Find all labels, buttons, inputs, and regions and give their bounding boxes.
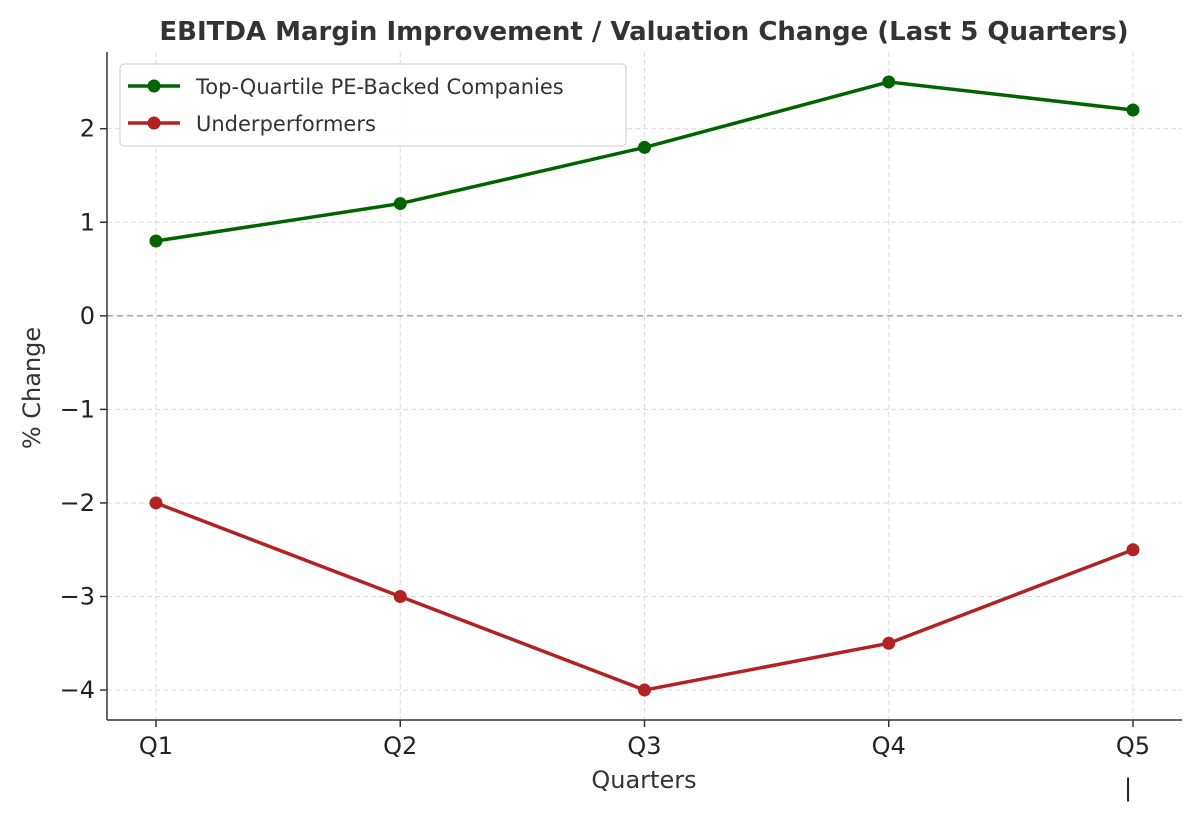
footer-mark: | (1124, 774, 1132, 802)
legend-box (119, 63, 627, 147)
x-tick-label: Q5 (1116, 732, 1150, 760)
x-tick-label: Q1 (139, 732, 173, 760)
data-point (149, 234, 163, 248)
x-axis-ticks: Q1 Q2 Q3 Q4 Q5 (139, 720, 1150, 760)
y-axis-label: % Change (18, 327, 46, 449)
y-tick-label: −1 (60, 395, 95, 423)
data-point (393, 197, 407, 211)
data-point (638, 140, 651, 154)
legend: Top-Quartile PE-Backed Companies Underper… (119, 63, 627, 147)
legend-entry: Top-Quartile PE-Backed Companies (128, 75, 564, 99)
data-point (882, 636, 896, 650)
x-tick-label: Q2 (383, 732, 417, 760)
legend-marker (147, 79, 161, 93)
y-tick-label: −3 (60, 583, 95, 611)
data-point (149, 496, 163, 510)
series-lines (149, 75, 1140, 697)
legend-entry: Underperformers (128, 112, 376, 136)
legend-entries: Top-Quartile PE-Backed Companies Underper… (128, 75, 564, 136)
legend-marker (147, 116, 161, 130)
x-axis-label: Quarters (591, 766, 696, 794)
data-point (1126, 103, 1140, 117)
y-axis-ticks: 2 1 0 −1 −2 −3 −4 (60, 115, 107, 704)
data-point (1126, 543, 1140, 557)
data-point (882, 75, 896, 89)
y-tick-label: −2 (60, 489, 95, 517)
x-tick-label: Q3 (627, 732, 661, 760)
chart-title: EBITDA Margin Improvement / Valuation Ch… (159, 17, 1128, 47)
y-tick-label: 2 (80, 115, 95, 143)
data-point (638, 683, 651, 697)
data-point (393, 590, 407, 604)
series-2 (149, 496, 1140, 697)
y-tick-label: 0 (80, 302, 95, 330)
series-1 (149, 75, 1140, 248)
legend-label: Top-Quartile PE-Backed Companies (195, 75, 564, 99)
y-tick-label: 1 (80, 208, 95, 236)
x-tick-label: Q4 (872, 732, 906, 760)
legend-label: Underperformers (196, 112, 376, 136)
y-tick-label: −4 (60, 676, 95, 704)
